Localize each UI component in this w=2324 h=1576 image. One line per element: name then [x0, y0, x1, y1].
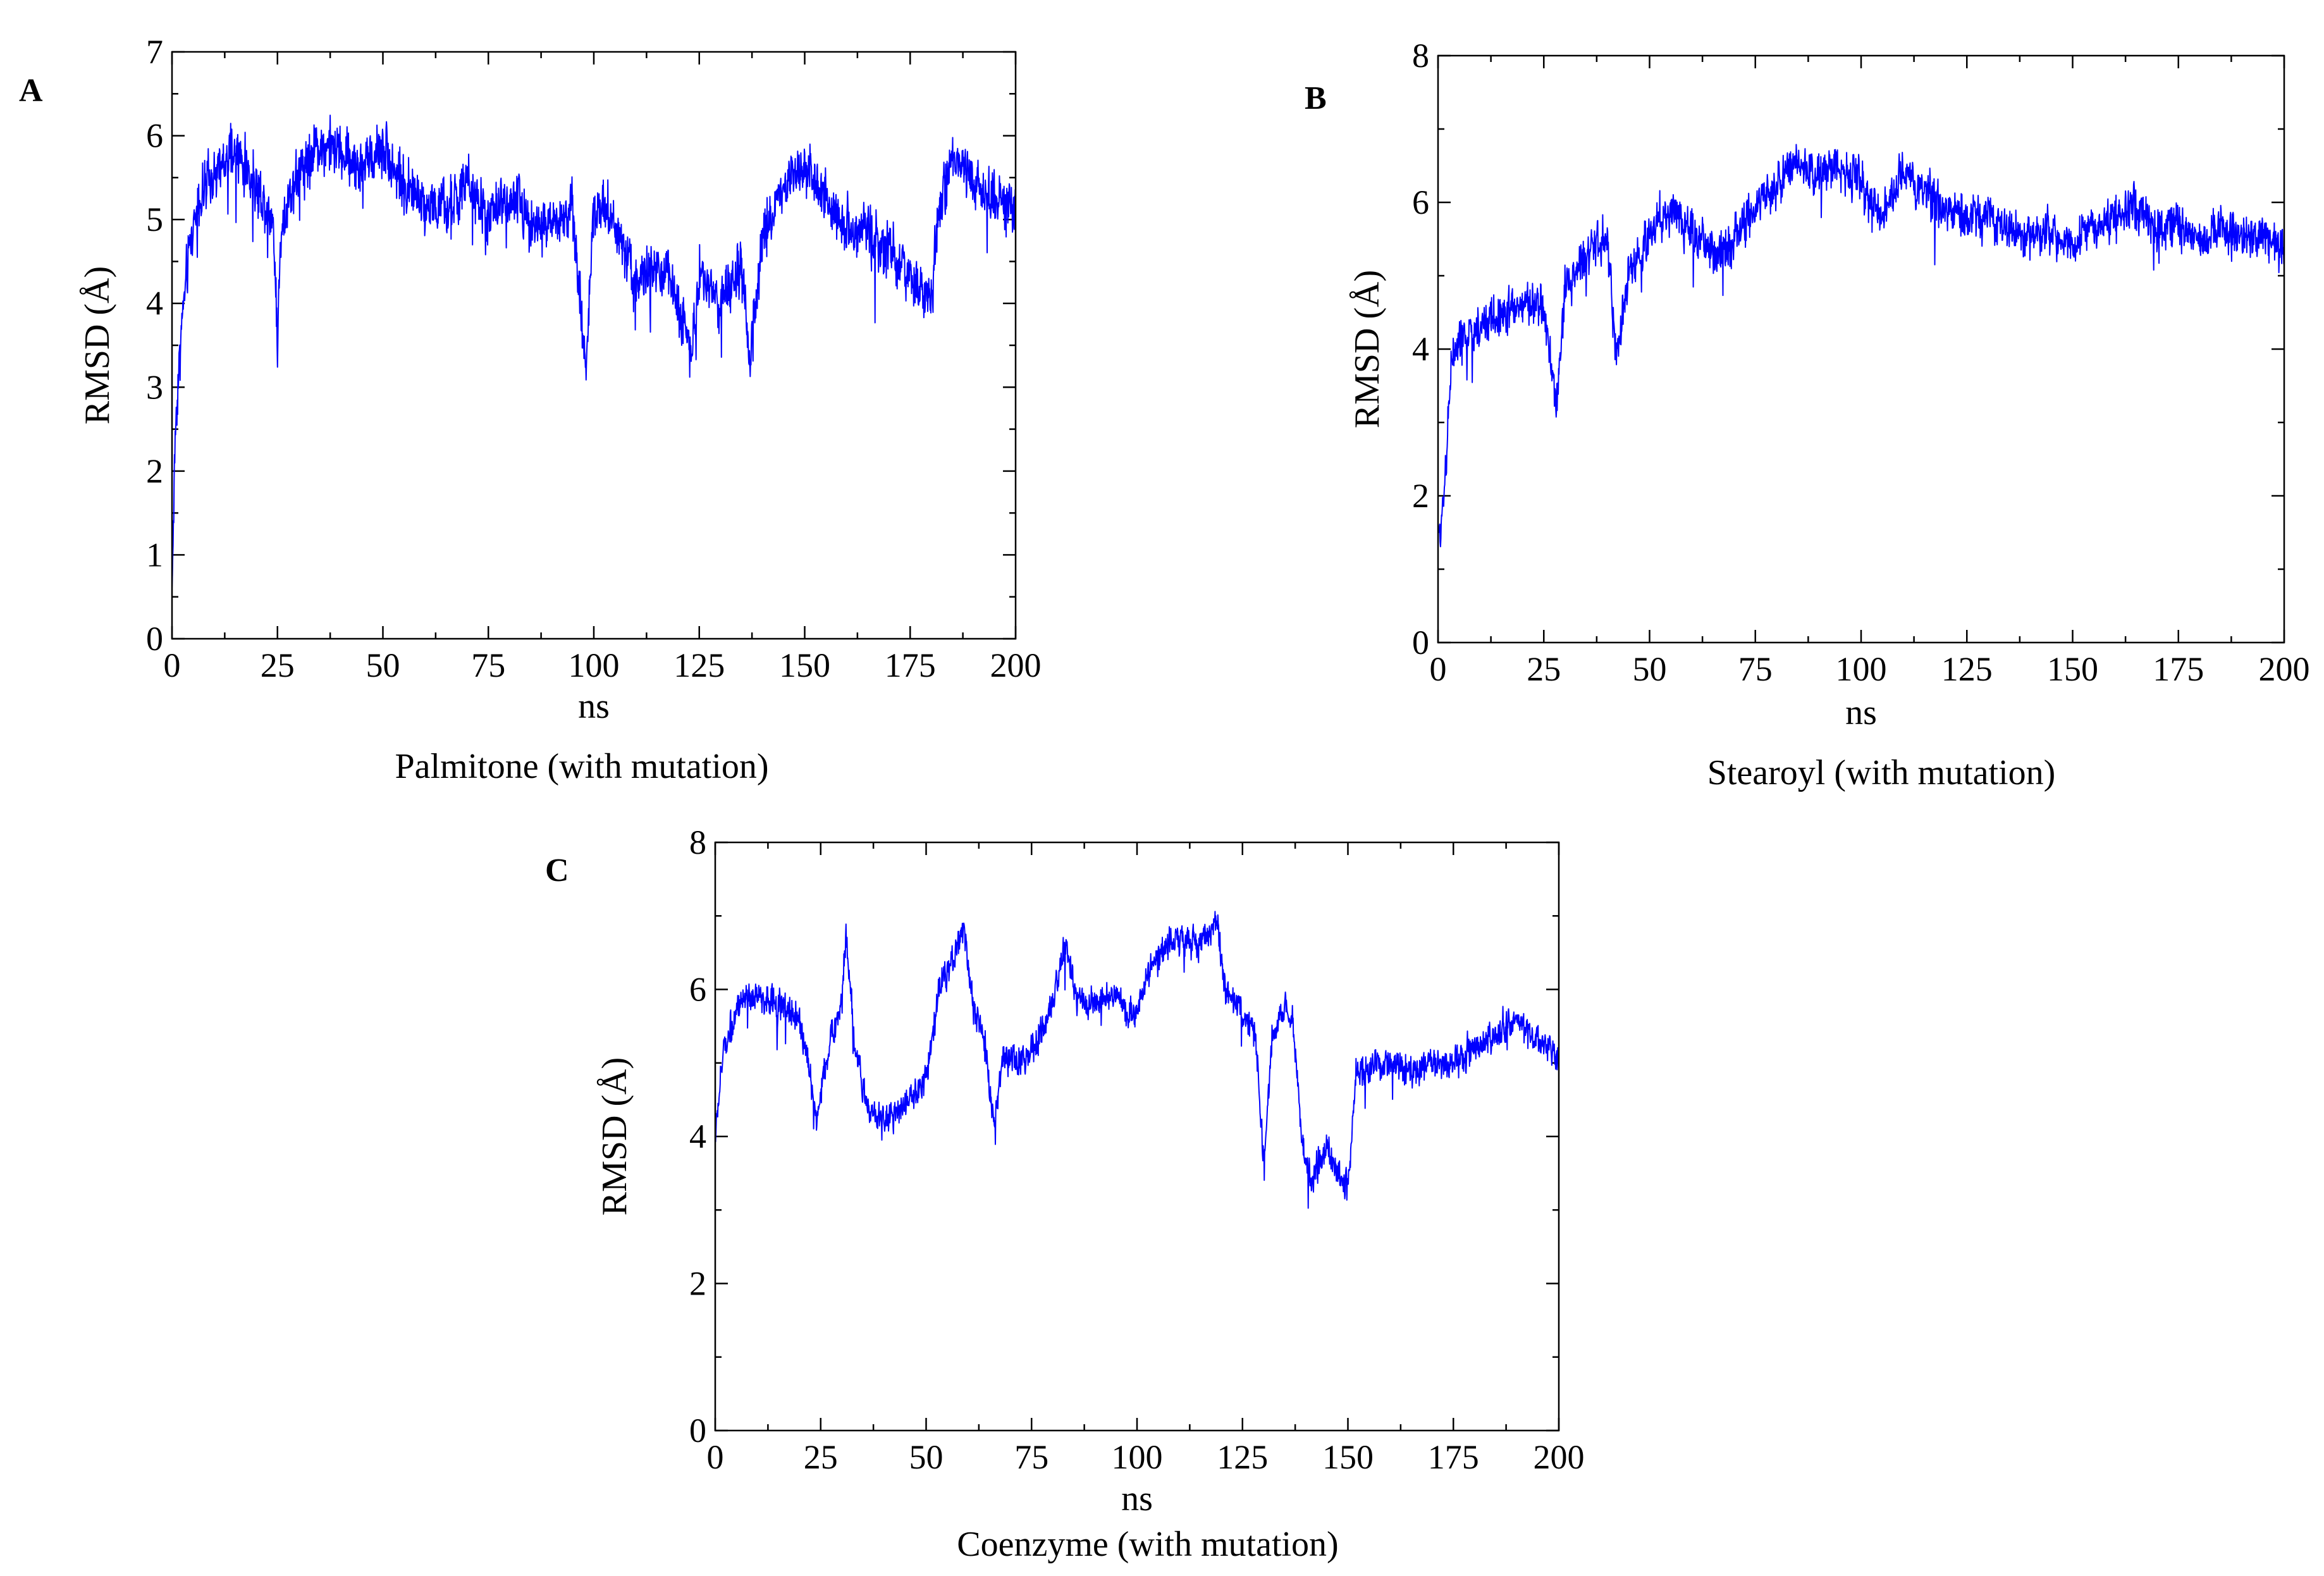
- panel-a-y-tick-label: 3: [146, 368, 163, 406]
- panel-b-y-tick-label: 8: [1412, 37, 1429, 75]
- panel-c-y-axis-label: RMSD (Å): [595, 1057, 634, 1216]
- panel-b-x-tick-label: 25: [1527, 650, 1561, 688]
- panel-a-x-tick-label: 150: [779, 646, 830, 684]
- panel-b-x-axis-label: ns: [1845, 693, 1877, 732]
- panel-a-y-tick-label: 2: [146, 452, 163, 490]
- panel-c-y-tick-label: 0: [689, 1412, 706, 1450]
- panel-c-x-tick-label: 50: [909, 1438, 944, 1476]
- panel-c-y-tick-label: 8: [689, 823, 706, 861]
- panel-b-x-tick-label: 200: [2259, 650, 2310, 688]
- panel-b-y-tick-label: 6: [1412, 183, 1429, 221]
- panel-b-axes: 0 25 50 75 100 125 150 175 200 0 2 4 6 8: [1412, 37, 2310, 688]
- panel-b: B 0 25 50 75 100 125 150 175 200 0 2 4 6 8 ns RMSD (Å…: [1305, 37, 2310, 792]
- panel-c-rmsd-line: [715, 911, 1559, 1209]
- panel-c-axes: 0 25 50 75 100 125 150 175 200 0 2 4 6 8: [689, 823, 1585, 1476]
- panel-a-letter: A: [19, 73, 43, 109]
- panel-a-y-tick-label: 5: [146, 200, 163, 238]
- panel-a-x-tick-label: 175: [885, 646, 936, 684]
- panel-c: C 0 25 50 75 100 125 150 175 200 0 2 4 6 8 ns RMSD (Å…: [545, 823, 1585, 1564]
- panel-c-y-tick-label: 2: [689, 1265, 706, 1303]
- panel-a-x-tick-label: 25: [261, 646, 295, 684]
- panel-a: A 0 25 50 75 100 125 150 175 200 0 1 2 3 4 5 6 7 ns RMSD…: [19, 33, 1042, 786]
- panel-b-x-tick-label: 150: [2047, 650, 2098, 688]
- panel-c-x-tick-label: 175: [1428, 1438, 1479, 1476]
- panel-b-x-tick-label: 50: [1633, 650, 1667, 688]
- panel-b-y-tick-label: 0: [1412, 624, 1429, 662]
- panel-b-rmsd-line: [1437, 144, 2285, 548]
- panel-a-caption: Palmitone (with mutation): [395, 747, 768, 786]
- panel-a-rmsd-line: [171, 114, 1016, 589]
- panel-b-x-tick-label: 0: [1430, 650, 1447, 688]
- panel-c-x-tick-label: 25: [804, 1438, 838, 1476]
- panel-c-x-tick-label: 125: [1217, 1438, 1268, 1476]
- panel-b-x-tick-label: 100: [1836, 650, 1887, 688]
- panel-a-x-tick-label: 200: [990, 646, 1042, 684]
- panel-a-x-tick-label: 100: [569, 646, 620, 684]
- panel-b-x-tick-label: 125: [1941, 650, 1993, 688]
- panel-b-x-tick-label: 175: [2153, 650, 2204, 688]
- panel-c-x-tick-label: 0: [707, 1438, 724, 1476]
- panel-c-x-tick-label: 150: [1322, 1438, 1374, 1476]
- panel-a-y-tick-label: 4: [146, 285, 163, 323]
- panel-a-y-axis-label: RMSD (Å): [78, 266, 117, 424]
- panel-a-x-tick-label: 125: [673, 646, 725, 684]
- panel-a-x-tick-label: 50: [366, 646, 400, 684]
- panel-b-x-tick-label: 75: [1738, 650, 1773, 688]
- panel-b-caption: Stearoyl (with mutation): [1707, 753, 2056, 792]
- panel-a-y-tick-label: 0: [146, 620, 163, 658]
- panel-c-y-tick-label: 4: [689, 1117, 706, 1155]
- panel-a-x-tick-label: 0: [164, 646, 181, 684]
- panel-c-letter: C: [545, 853, 569, 889]
- panel-a-x-axis-label: ns: [578, 687, 610, 726]
- panel-b-y-tick-label: 4: [1412, 330, 1429, 368]
- panel-b-y-tick-label: 2: [1412, 477, 1429, 515]
- panel-a-axes: 0 25 50 75 100 125 150 175 200 0 1 2 3 4 5 6 7: [146, 33, 1042, 684]
- panel-c-plot-frame: [714, 841, 1560, 1432]
- panel-a-x-tick-label: 75: [471, 646, 505, 684]
- panel-c-x-axis-label: ns: [1121, 1479, 1153, 1518]
- panel-b-plot-frame: [1437, 54, 2285, 644]
- panel-a-y-tick-label: 6: [146, 117, 163, 155]
- panel-c-x-tick-label: 100: [1112, 1438, 1163, 1476]
- panel-b-letter: B: [1305, 80, 1327, 116]
- panel-b-y-axis-label: RMSD (Å): [1348, 270, 1387, 428]
- panel-c-caption: Coenzyme (with mutation): [957, 1525, 1338, 1564]
- panel-a-y-tick-label: 7: [146, 33, 163, 71]
- panel-c-x-tick-label: 75: [1014, 1438, 1048, 1476]
- panel-a-y-tick-label: 1: [146, 536, 163, 574]
- panel-c-x-tick-label: 200: [1534, 1438, 1585, 1476]
- panel-c-y-tick-label: 6: [689, 971, 706, 1009]
- panel-a-plot-frame: [171, 51, 1017, 640]
